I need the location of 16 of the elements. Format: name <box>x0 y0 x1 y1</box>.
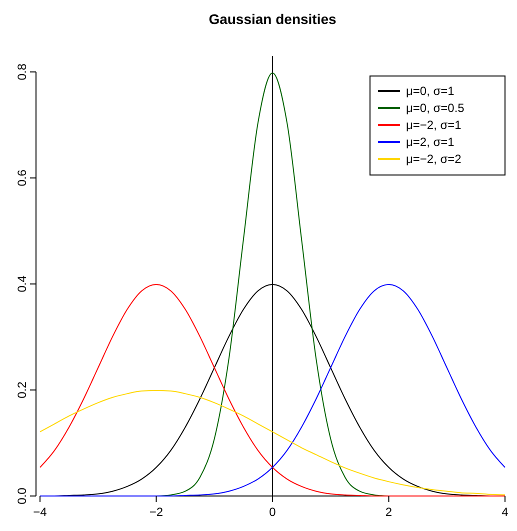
y-tick-label: 0.8 <box>15 63 29 80</box>
chart-title: Gaussian densities <box>208 11 337 27</box>
y-tick-label: 0.2 <box>15 381 29 398</box>
x-tick-label: 4 <box>502 505 509 519</box>
x-tick-label: −4 <box>33 505 48 519</box>
legend-label: μ=2, σ=1 <box>406 135 455 149</box>
legend-label: μ=−2, σ=1 <box>406 118 462 132</box>
x-tick-label: −2 <box>149 505 164 519</box>
y-tick-label: 0.0 <box>15 487 29 504</box>
legend-label: μ=0, σ=1 <box>406 84 455 98</box>
x-tick-label: 0 <box>269 505 276 519</box>
legend-label: μ=0, σ=0.5 <box>406 101 465 115</box>
y-tick-label: 0.4 <box>15 275 29 292</box>
y-tick-label: 0.6 <box>15 169 29 186</box>
legend-label: μ=−2, σ=2 <box>406 152 462 166</box>
x-tick-label: 2 <box>385 505 392 519</box>
